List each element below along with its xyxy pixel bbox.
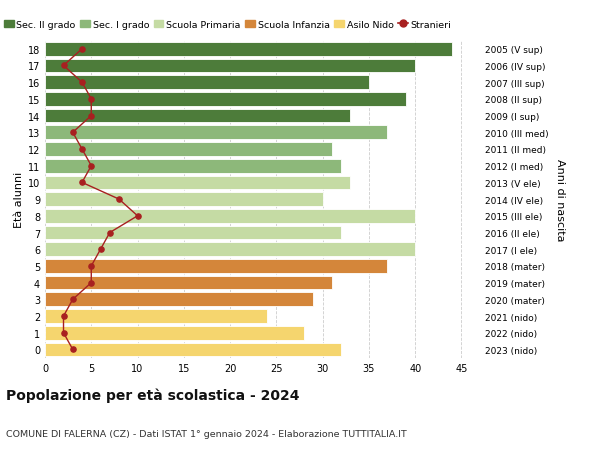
Bar (45, 176, 350, 190)
Point (86, 263, 96, 270)
Text: Popolazione per età scolastica - 2024: Popolazione per età scolastica - 2024 (6, 388, 299, 403)
Point (114, 196, 124, 203)
Bar (45, 126, 388, 140)
Bar (45, 60, 415, 73)
Bar (45, 259, 388, 273)
Point (86, 162, 96, 170)
Bar (45, 110, 350, 123)
Point (68, 346, 77, 353)
Bar (45, 76, 369, 90)
Point (96, 246, 106, 253)
Point (86, 96, 96, 103)
Point (105, 230, 115, 237)
Point (77, 146, 87, 153)
Point (86, 112, 96, 120)
Point (77, 179, 87, 187)
Y-axis label: Età alunni: Età alunni (14, 172, 23, 228)
Point (68, 296, 77, 303)
Bar (45, 93, 406, 106)
Bar (45, 276, 332, 290)
Point (133, 213, 142, 220)
Bar (45, 143, 332, 157)
Bar (45, 193, 323, 207)
Point (68, 129, 77, 137)
Point (86, 280, 96, 287)
Bar (45, 293, 313, 307)
Legend: Sec. II grado, Sec. I grado, Scuola Primaria, Scuola Infanzia, Asilo Nido, Stran: Sec. II grado, Sec. I grado, Scuola Prim… (1, 17, 455, 34)
Bar (45, 43, 452, 56)
Bar (45, 309, 267, 323)
Bar (45, 209, 415, 223)
Bar (45, 343, 341, 357)
Bar (45, 226, 341, 240)
Bar (45, 159, 341, 173)
Point (77, 79, 87, 87)
Text: COMUNE DI FALERNA (CZ) - Dati ISTAT 1° gennaio 2024 - Elaborazione TUTTITALIA.IT: COMUNE DI FALERNA (CZ) - Dati ISTAT 1° g… (6, 429, 407, 438)
Point (59, 313, 68, 320)
Bar (45, 326, 304, 340)
Point (77, 46, 87, 53)
Point (59, 62, 68, 70)
Bar (45, 243, 415, 257)
Y-axis label: Anni di nascita: Anni di nascita (556, 158, 565, 241)
Point (59, 330, 68, 337)
